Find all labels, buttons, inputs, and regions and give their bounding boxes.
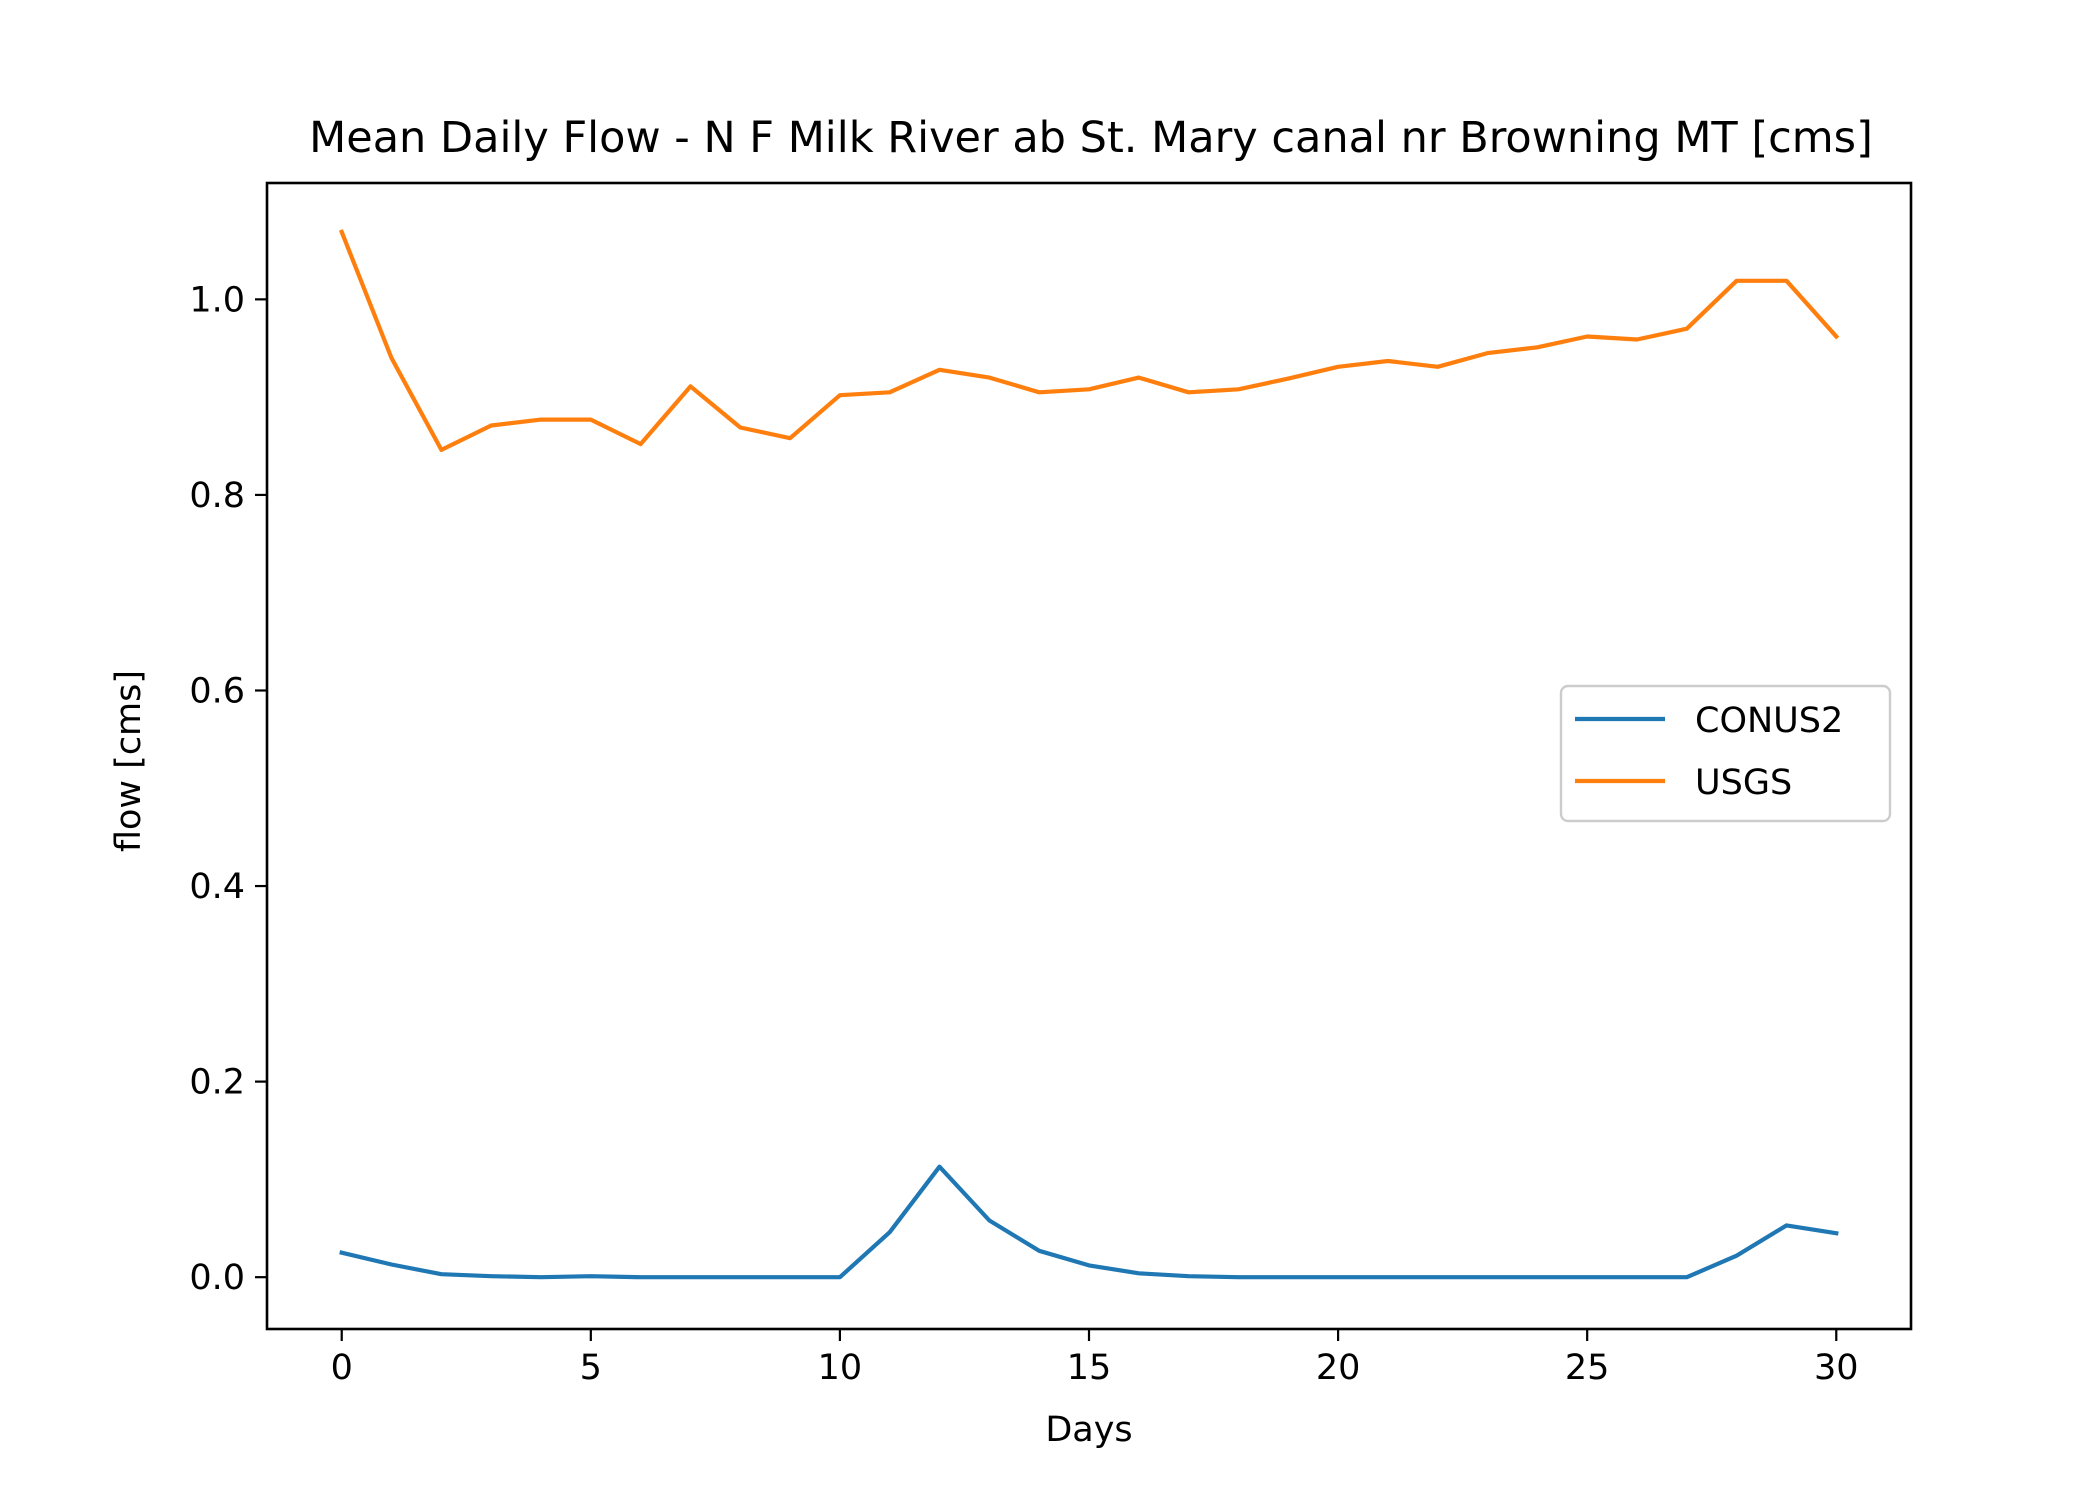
x-tick-label: 15 <box>1067 1348 1112 1388</box>
y-tick-label: 0.8 <box>189 476 245 516</box>
plot-area-frame <box>265 181 1913 1331</box>
legend-label-conus2: CONUS2 <box>1695 701 1843 741</box>
x-tick-label: 30 <box>1814 1348 1859 1388</box>
legend-label-usgs: USGS <box>1695 763 1792 803</box>
y-tick-label: 0.4 <box>189 867 245 907</box>
y-tick-label: 0.2 <box>189 1063 245 1103</box>
y-tick-label: 1.0 <box>189 280 245 320</box>
x-tick-label: 25 <box>1565 1348 1610 1388</box>
y-tick-label: 0.6 <box>189 671 245 711</box>
series-line-usgs <box>338 229 1840 452</box>
y-tick-label: 0.0 <box>189 1258 245 1298</box>
chart-title: Mean Daily Flow - N F Milk River ab St. … <box>309 113 1873 163</box>
axis-ticks: 0 5 10 15 20 25 30 0.0 0.2 0.4 0.6 0.8 1.0 <box>189 280 1858 1388</box>
x-tick-label: 5 <box>580 1348 602 1388</box>
x-axis-label: Days <box>1045 1410 1132 1450</box>
y-axis-label: flow [cms] <box>109 670 149 852</box>
series-lines <box>338 229 1840 1280</box>
legend: CONUS2 USGS <box>1559 684 1892 823</box>
x-tick-label: 0 <box>331 1348 353 1388</box>
x-tick-label: 20 <box>1316 1348 1361 1388</box>
series-line-conus2 <box>339 1164 1839 1280</box>
x-tick-label: 10 <box>818 1348 863 1388</box>
